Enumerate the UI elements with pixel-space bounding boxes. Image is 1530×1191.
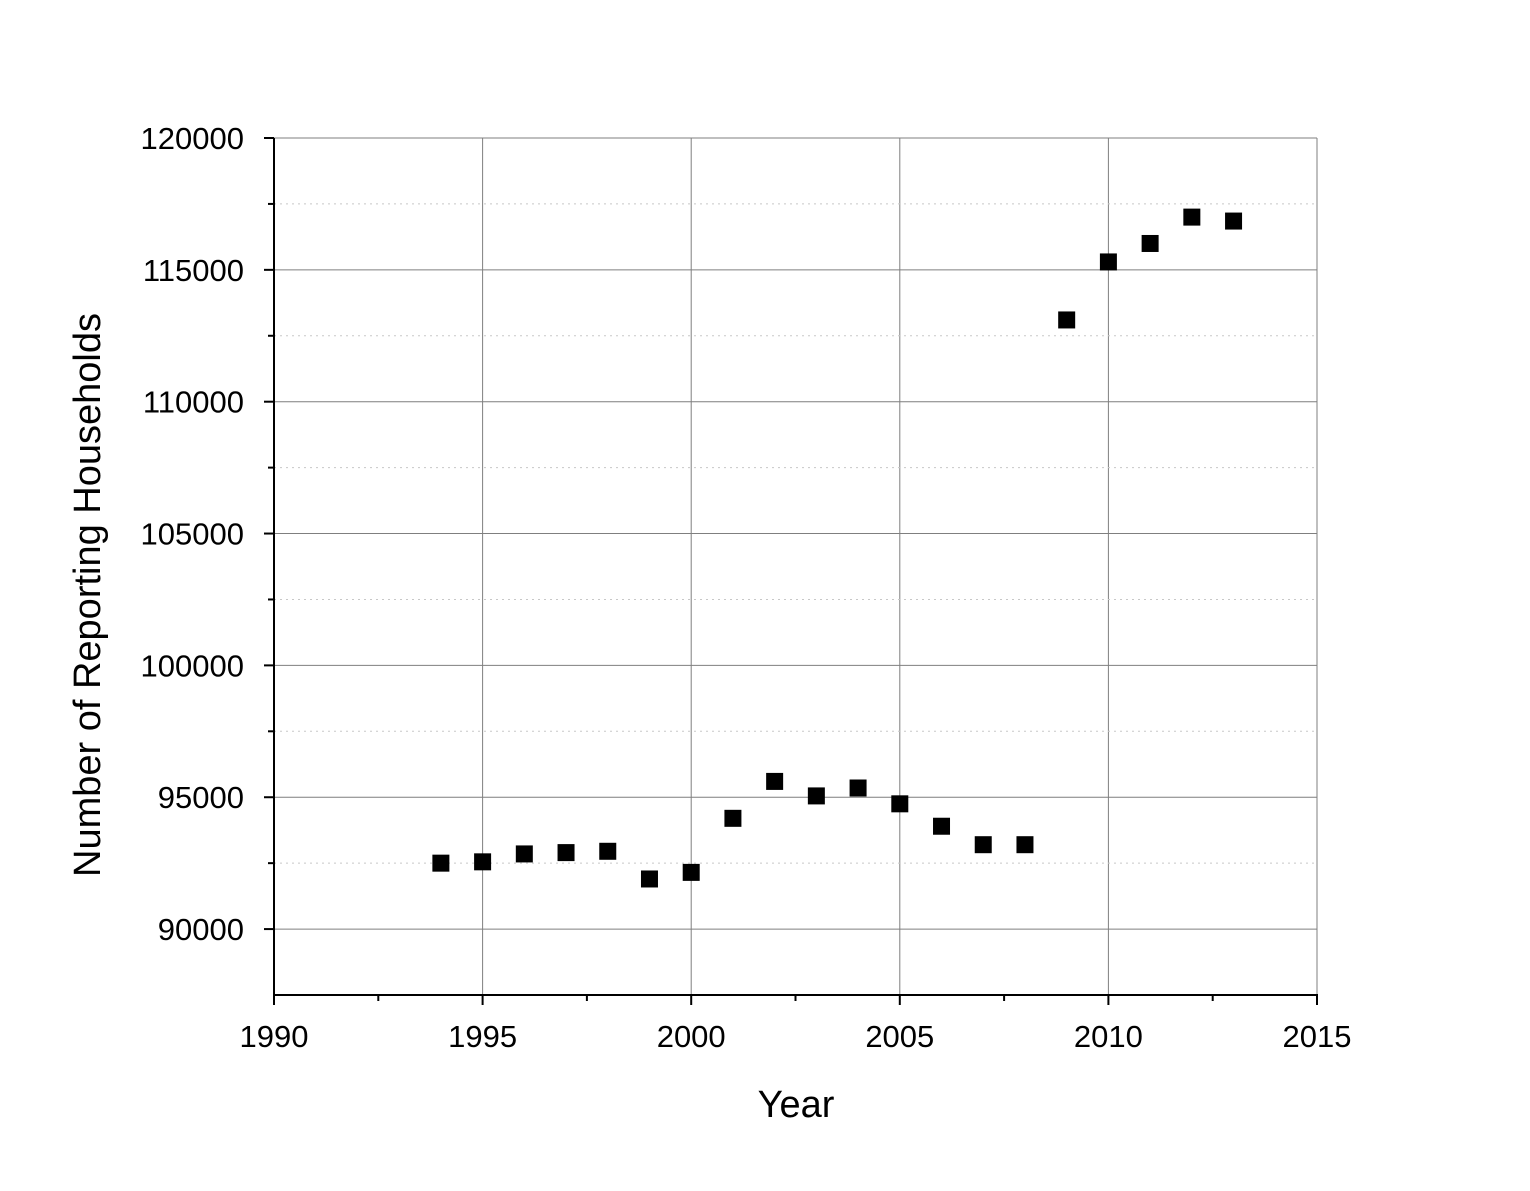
y-tick-label: 120000: [141, 121, 244, 156]
data-point: [891, 795, 909, 813]
y-tick-label: 105000: [141, 517, 244, 552]
axes: [273, 137, 1318, 996]
data-point: [1141, 234, 1159, 252]
x-tick-label: 2015: [1283, 1019, 1352, 1054]
data-point: [640, 870, 658, 888]
data-point: [599, 842, 617, 860]
data-point: [807, 787, 825, 805]
x-axis-title: Year: [758, 1084, 835, 1126]
data-point: [557, 844, 575, 862]
y-tick-label: 95000: [158, 780, 244, 815]
x-tick-label: 2010: [1074, 1019, 1143, 1054]
data-points: [432, 208, 1243, 888]
tick-marks: [264, 137, 1318, 1005]
data-point: [1058, 311, 1076, 329]
x-tick-label: 2005: [865, 1019, 934, 1054]
data-point: [474, 853, 492, 871]
y-tick-label: 115000: [143, 253, 244, 288]
grid-lines: [274, 138, 1317, 995]
y-tick-label: 100000: [141, 648, 244, 683]
data-point: [682, 863, 700, 881]
data-point: [849, 779, 867, 797]
y-tick-label: 110000: [143, 385, 244, 420]
y-tick-labels: 90000 95000 100000 105000 110000 115000 120000: [141, 121, 244, 947]
data-point: [1225, 212, 1243, 230]
data-point: [724, 809, 742, 827]
data-point: [432, 854, 450, 872]
data-point: [974, 836, 992, 854]
data-point: [1183, 208, 1201, 226]
x-tick-label: 2000: [657, 1019, 726, 1054]
data-point: [1016, 836, 1034, 854]
y-tick-label: 90000: [158, 912, 244, 947]
y-axis-title: Number of Reporting Households: [67, 313, 109, 877]
data-point: [933, 817, 951, 835]
x-tick-label: 1995: [448, 1019, 517, 1054]
data-point: [766, 772, 784, 790]
x-tick-label: 1990: [240, 1019, 309, 1054]
data-point: [1099, 253, 1117, 271]
x-tick-labels: 1990 1995 2000 2005 2010 2015: [240, 1019, 1352, 1054]
data-point: [515, 845, 533, 863]
